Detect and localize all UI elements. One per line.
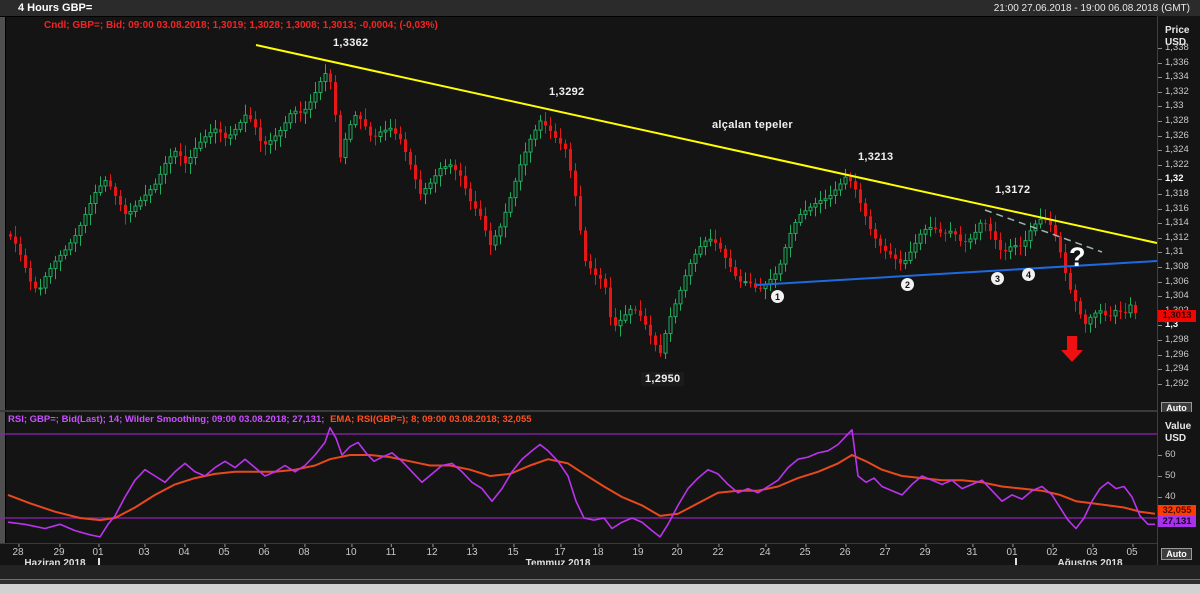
rsi-chart[interactable] [0, 412, 1157, 543]
price-tick: 1,31 [1158, 247, 1184, 257]
annotation-price-13213: 1,3213 [858, 151, 894, 163]
numbered-marker-1: 1 [771, 290, 784, 303]
ema-value-badge: 32,055 [1158, 505, 1196, 516]
time-tick: 26 [839, 544, 851, 558]
left-edge-strip [0, 17, 6, 579]
taskbar-sliver [0, 584, 1200, 593]
chart-title: 4 Hours GBP= [18, 2, 93, 14]
time-tick: 15 [507, 544, 519, 558]
last-price-badge: 1,3013 [1158, 310, 1196, 322]
price-axis-title: Price USD [1165, 25, 1190, 48]
time-tick: 03 [138, 544, 150, 558]
time-tick: 08 [298, 544, 310, 558]
time-tick: 31 [966, 544, 978, 558]
time-tick: 01 [92, 544, 104, 558]
price-tick: 1,338 [1158, 43, 1189, 53]
price-tick: 1,326 [1158, 130, 1189, 141]
bottom-frame-line [0, 579, 1200, 580]
question-mark-annotation: ? [1069, 242, 1086, 272]
value-axis-auto-button[interactable]: Auto [1161, 548, 1192, 560]
time-tick: 29 [919, 544, 931, 558]
numbered-marker-4: 4 [1022, 268, 1035, 281]
time-tick: 22 [712, 544, 724, 558]
time-tick: 17 [554, 544, 566, 558]
annotation-price-12950: 1,2950 [641, 372, 685, 386]
value-axis[interactable]: Value USD 60 50 40 32,055 27,131 Auto [1157, 412, 1200, 565]
month-label: Haziran 2018 [24, 558, 86, 569]
price-tick: 1,328 [1158, 116, 1189, 126]
time-tick: 04 [178, 544, 190, 558]
price-tick: 1,294 [1158, 364, 1189, 374]
price-tick: 1,312 [1158, 232, 1189, 243]
price-tick: 1,292 [1158, 378, 1189, 389]
month-label: Ağustos 2018 [1057, 558, 1123, 569]
price-tick: 1,298 [1158, 335, 1189, 345]
price-tick: 1,3 [1158, 320, 1178, 330]
month-separator [1015, 558, 1017, 567]
price-tick: 1,324 [1158, 145, 1189, 155]
month-separator [98, 558, 100, 567]
panel-divider[interactable] [0, 410, 1157, 412]
rsi-value-badge: 27,131 [1158, 516, 1196, 527]
time-tick: 11 [385, 544, 397, 558]
month-label: Temmuz 2018 [525, 558, 591, 569]
bottom-frame-inner [0, 580, 1200, 584]
numbered-marker-3: 3 [991, 272, 1004, 285]
annotation-price-13362: 1,3362 [333, 37, 369, 49]
value-tick: 60 [1158, 450, 1176, 460]
price-tick: 1,304 [1158, 291, 1189, 301]
price-tick: 1,33 [1158, 101, 1184, 111]
ohlc-legend: Cndl; GBP=; Bid; 09:00 03.08.2018; 1,301… [44, 20, 438, 31]
time-tick: 10 [345, 544, 357, 558]
price-tick: 1,336 [1158, 57, 1189, 68]
price-tick: 1,316 [1158, 203, 1189, 214]
price-axis[interactable]: Price USD 1,338 1,336 1,334 1,332 1,33 1,328 1… [1157, 16, 1200, 414]
numbered-marker-2: 2 [901, 278, 914, 291]
time-tick: 05 [1126, 544, 1138, 558]
price-tick: 1,32 [1158, 174, 1184, 184]
rsi-legend-text: RSI; GBP=; Bid(Last); 14; Wilder Smoothi… [8, 414, 325, 425]
time-tick: 06 [258, 544, 270, 558]
trendline-label: alçalan tepeler [712, 119, 793, 131]
price-tick: 1,314 [1158, 218, 1189, 228]
bottom-frame [0, 565, 1200, 579]
time-tick: 25 [799, 544, 811, 558]
time-tick: 27 [879, 544, 891, 558]
time-tick: 20 [671, 544, 683, 558]
time-tick: 02 [1046, 544, 1058, 558]
time-tick: 03 [1086, 544, 1098, 558]
value-tick: 40 [1158, 492, 1176, 502]
price-tick: 1,306 [1158, 276, 1189, 287]
price-tick: 1,332 [1158, 86, 1189, 97]
title-bar: 4 Hours GBP= 21:00 27.06.2018 - 19:00 06… [0, 0, 1200, 17]
down-arrow-icon [1061, 336, 1083, 362]
price-tick: 1,334 [1158, 72, 1189, 82]
price-tick: 1,318 [1158, 189, 1189, 199]
price-tick: 1,296 [1158, 349, 1189, 360]
value-tick: 50 [1158, 471, 1176, 481]
time-tick: 13 [466, 544, 478, 558]
price-tick: 1,308 [1158, 262, 1189, 272]
time-tick: 29 [53, 544, 65, 558]
date-range-label: 21:00 27.06.2018 - 19:00 06.08.2018 (GMT… [993, 2, 1190, 14]
candlestick-chart[interactable] [0, 16, 1157, 410]
rsi-legend: RSI; GBP=; Bid(Last); 14; Wilder Smoothi… [8, 414, 532, 425]
annotation-price-13292: 1,3292 [549, 86, 585, 98]
value-axis-title: Value USD [1165, 421, 1192, 444]
time-tick: 18 [592, 544, 604, 558]
price-tick: 1,322 [1158, 159, 1189, 170]
ema-legend-text: EMA; RSI(GBP=); 8; 09:00 03.08.2018; 32,… [330, 414, 532, 425]
time-tick: 28 [12, 544, 24, 558]
time-tick: 12 [426, 544, 438, 558]
time-tick: 24 [759, 544, 771, 558]
annotation-price-13172: 1,3172 [995, 184, 1031, 196]
time-tick: 05 [218, 544, 230, 558]
time-tick: 19 [632, 544, 644, 558]
time-tick: 01 [1006, 544, 1018, 558]
